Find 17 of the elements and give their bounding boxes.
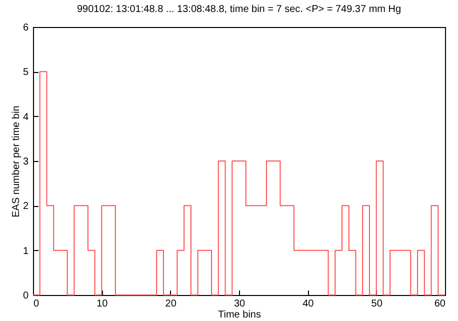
x-axis-title: Time bins xyxy=(218,310,261,320)
y-tick-label: 1 xyxy=(22,246,29,257)
y-tick-label: 0 xyxy=(22,290,29,302)
chart-title: 990102: 13:01:48.8 ... 13:08:48.8, time bin = 7 sec. <P> = 749.37 mm Hg xyxy=(76,4,402,15)
x-tick-label: 30 xyxy=(234,298,246,310)
x-tick-label: 40 xyxy=(302,298,314,310)
y-tick-label: 2 xyxy=(22,201,29,212)
x-tick-label: 10 xyxy=(96,298,108,310)
x-tick-label: 20 xyxy=(165,298,177,310)
y-tick-label: 3 xyxy=(22,156,29,168)
x-tick-label: 0 xyxy=(34,298,40,310)
x-tick-label: 50 xyxy=(371,298,383,310)
y-tick-label: 4 xyxy=(22,112,29,123)
y-axis-title: EAS number per time bin xyxy=(10,106,22,218)
x-tick-label: 60 xyxy=(434,298,446,310)
y-tick-label: 6 xyxy=(22,22,29,34)
y-tick-label: 5 xyxy=(22,67,29,78)
